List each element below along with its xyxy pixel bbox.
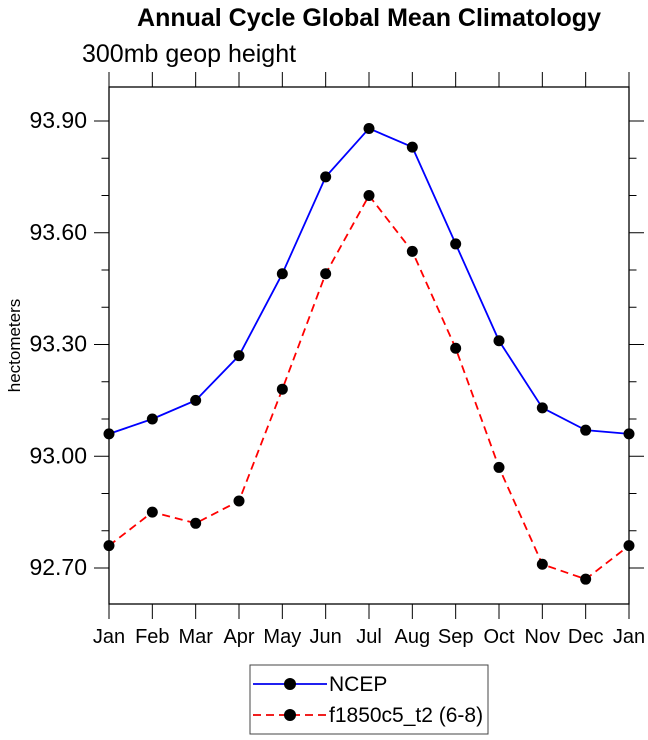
svg-text:Aug: Aug [395, 626, 431, 648]
svg-text:Jan: Jan [613, 626, 645, 648]
svg-text:Apr: Apr [223, 626, 254, 648]
svg-text:92.70: 92.70 [29, 554, 87, 580]
svg-text:93.00: 93.00 [29, 442, 87, 468]
svg-text:Oct: Oct [483, 626, 515, 648]
svg-text:Jun: Jun [310, 626, 342, 648]
svg-text:hectometers: hectometers [5, 299, 24, 393]
svg-text:Nov: Nov [525, 626, 561, 648]
svg-text:f1850c5_t2 (6-8): f1850c5_t2 (6-8) [329, 704, 483, 727]
svg-text:Jul: Jul [356, 626, 382, 648]
svg-text:Jan: Jan [93, 626, 125, 648]
svg-text:93.90: 93.90 [29, 107, 87, 133]
svg-text:93.60: 93.60 [29, 219, 87, 245]
svg-text:Dec: Dec [568, 626, 604, 648]
svg-text:Sep: Sep [438, 626, 474, 648]
svg-text:Feb: Feb [135, 626, 169, 648]
svg-text:93.30: 93.30 [29, 331, 87, 357]
svg-text:May: May [263, 626, 301, 648]
svg-text:NCEP: NCEP [329, 673, 387, 696]
svg-text:Mar: Mar [178, 626, 213, 648]
